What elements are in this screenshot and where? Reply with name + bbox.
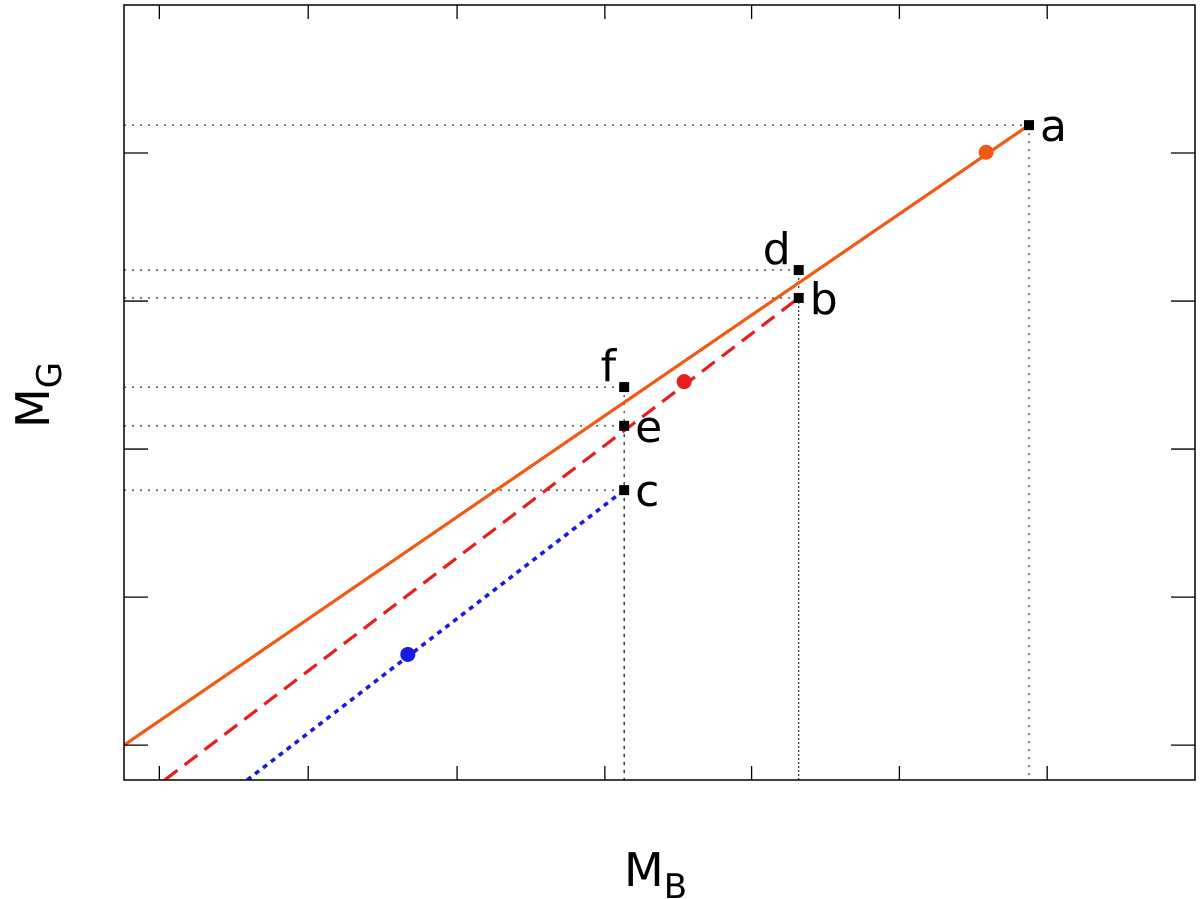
x-axis-title-sub: B [664, 867, 687, 899]
series-line-dotted [246, 488, 626, 780]
x-axis-title: MB [624, 843, 687, 899]
series-marker-dotted [400, 646, 416, 662]
point-label-b: b [810, 274, 838, 325]
points-layer: a b c d ef [601, 101, 1067, 517]
series-marker-dashed [676, 374, 692, 390]
point-label-c: c [635, 466, 659, 517]
y-axis-title-sub: G [30, 362, 70, 388]
y-axis-title-main: M [6, 388, 60, 428]
point-label-d: d [763, 224, 791, 275]
x-axis-title-main: M [624, 843, 664, 897]
plot-frame [123, 4, 1196, 781]
point-f [619, 382, 630, 393]
guide-lines [124, 124, 1030, 780]
point-c [619, 485, 630, 496]
point-label-a: a [1040, 101, 1067, 152]
y-axis-title: MG [6, 362, 70, 428]
series-line-dashed [163, 296, 800, 780]
point-e [619, 420, 630, 431]
series-marker-solid [978, 144, 994, 160]
ticks-layer [124, 5, 1195, 780]
series-layer [124, 123, 1030, 780]
point-label-f: f [601, 341, 618, 392]
point-b [793, 292, 804, 303]
point-d [793, 265, 804, 276]
markers-layer [400, 144, 994, 662]
point-a [1023, 120, 1034, 131]
point-label-e: e [635, 402, 662, 453]
series-line-solid [124, 123, 1030, 747]
